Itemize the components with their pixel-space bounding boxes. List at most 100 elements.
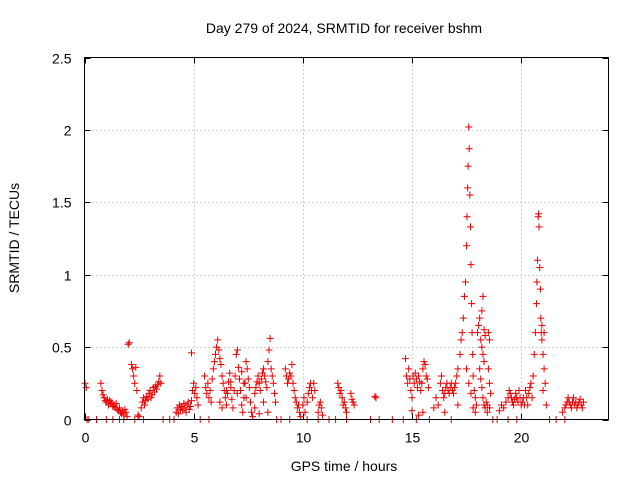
data-point: [238, 401, 246, 409]
data-point: [231, 372, 239, 380]
data-point: [524, 401, 532, 409]
y-tick-label: 1.5: [52, 195, 72, 211]
data-point: [316, 398, 324, 406]
data-point: [248, 408, 256, 416]
data-point: [210, 358, 218, 366]
data-point: [301, 408, 309, 416]
data-point: [221, 394, 229, 402]
chart-title: Day 279 of 2024, SRMTID for receiver bsh…: [206, 20, 482, 36]
data-point: [454, 365, 462, 373]
data-point: [156, 372, 164, 380]
data-point: [251, 389, 259, 397]
data-point: [474, 329, 481, 337]
data-point: [372, 394, 380, 402]
data-point: [212, 350, 219, 358]
data-point: [310, 379, 318, 387]
data-point: [260, 365, 268, 373]
data-point: [336, 389, 344, 397]
data-point: [264, 358, 272, 366]
y-tick-label: 0: [64, 413, 72, 429]
data-point: [123, 413, 131, 421]
data-point: [286, 369, 294, 377]
data-point: [472, 401, 480, 409]
data-point: [436, 379, 444, 387]
data-point: [525, 389, 533, 397]
data-point: [419, 365, 427, 373]
data-point: [229, 404, 237, 412]
data-point: [180, 400, 188, 408]
data-point: [137, 404, 145, 412]
data-point: [124, 340, 132, 348]
data-point: [348, 395, 356, 403]
data-point: [191, 389, 199, 397]
data-point: [217, 360, 225, 368]
data-point: [262, 378, 270, 386]
data-point: [424, 384, 432, 392]
data-point: [476, 365, 484, 373]
data-point: [134, 411, 142, 419]
data-point: [293, 404, 301, 412]
data-point: [145, 389, 153, 397]
data-point: [215, 346, 223, 354]
data-point: [291, 394, 299, 402]
data-point: [174, 410, 182, 418]
data-point: [510, 401, 518, 409]
data-point: [268, 372, 276, 380]
data-point: [475, 321, 483, 329]
data-point: [309, 394, 317, 402]
data-point: [121, 405, 129, 413]
data-point: [437, 372, 445, 380]
data-point: [222, 401, 230, 409]
data-point: [230, 387, 238, 395]
data-point: [233, 346, 241, 354]
data-point: [203, 389, 211, 397]
data-point: [304, 389, 312, 397]
data-point: [486, 404, 494, 412]
data-point: [522, 387, 530, 395]
data-point: [185, 405, 193, 413]
data-point: [478, 384, 486, 392]
data-point: [207, 398, 215, 406]
data-point: [470, 387, 478, 395]
data-point: [218, 372, 226, 380]
data-point: [238, 368, 246, 376]
data-point: [502, 398, 510, 406]
data-point: [419, 408, 427, 416]
data-point: [290, 387, 298, 395]
data-point: [570, 394, 578, 402]
data-point: [115, 404, 123, 412]
data-point: [98, 387, 106, 395]
data-point: [144, 395, 152, 403]
data-point: [456, 350, 464, 358]
data-point: [410, 379, 418, 387]
y-tick-label: 2.5: [52, 51, 72, 67]
data-point: [479, 394, 487, 402]
data-point: [265, 346, 273, 354]
data-point: [512, 389, 520, 397]
data-point: [245, 384, 253, 392]
data-point: [481, 332, 489, 340]
data-point: [529, 372, 537, 380]
data-point: [463, 213, 471, 221]
data-point: [535, 210, 543, 218]
data-point: [576, 395, 584, 403]
data-point: [82, 384, 90, 392]
data-point: [535, 223, 543, 231]
data-point: [252, 384, 260, 392]
data-point: [471, 408, 479, 416]
data-point: [338, 394, 346, 402]
y-tick-label: 0.5: [52, 340, 72, 356]
data-point: [141, 401, 149, 409]
data-point: [194, 401, 202, 409]
data-point: [432, 394, 440, 402]
data-point: [350, 401, 358, 409]
data-point: [538, 321, 546, 329]
data-point: [463, 242, 471, 250]
data-point: [480, 358, 488, 366]
data-point: [153, 385, 161, 393]
data-point: [465, 379, 473, 387]
data-point: [540, 365, 548, 373]
data-point: [125, 339, 133, 347]
data-point: [417, 387, 425, 395]
